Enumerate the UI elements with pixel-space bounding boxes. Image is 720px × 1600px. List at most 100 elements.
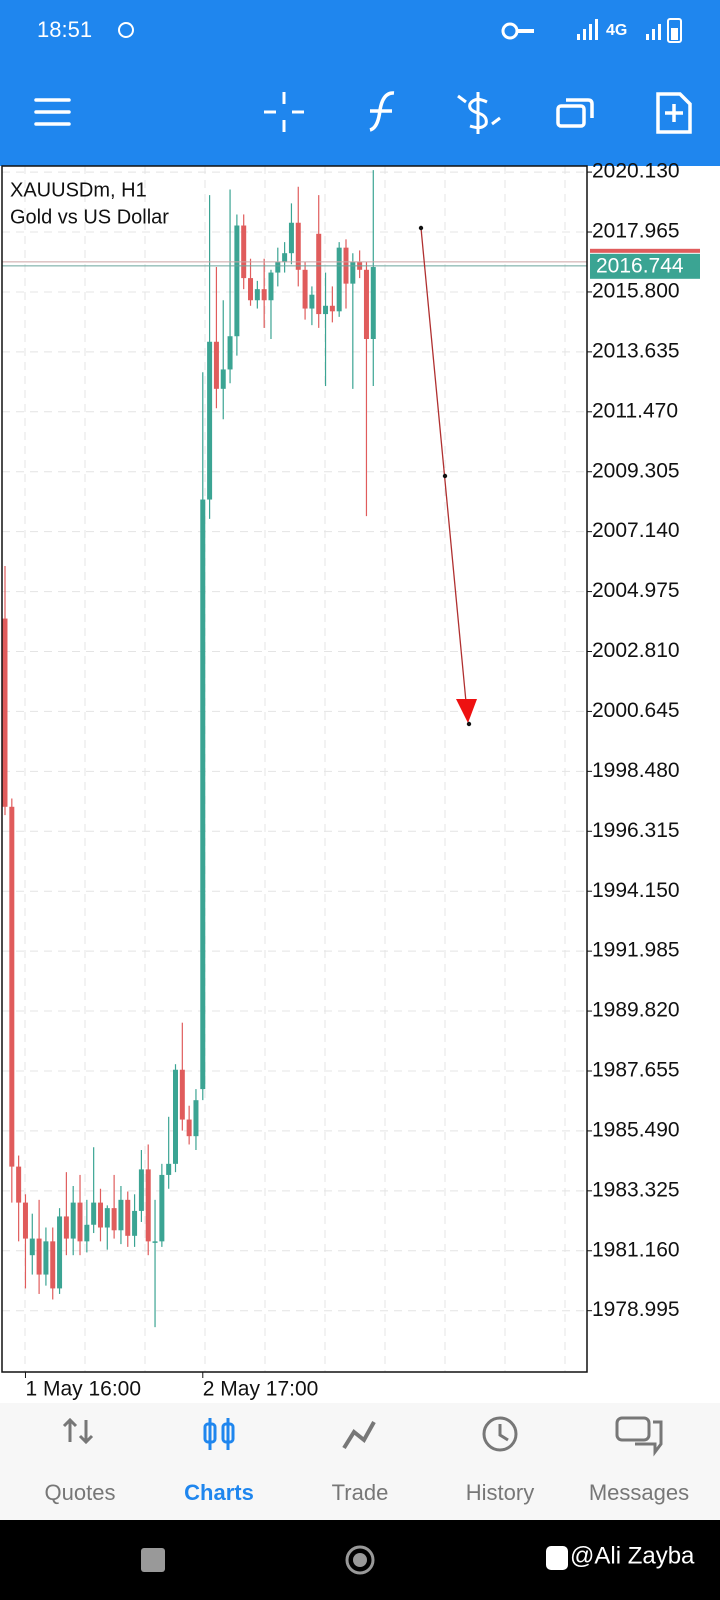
y-tick-label: 2009.305: [592, 459, 680, 482]
nav-item[interactable]: Charts: [184, 1418, 254, 1505]
candle-body: [16, 1166, 22, 1203]
candle-body: [36, 1238, 42, 1275]
nav-item[interactable]: Messages: [589, 1416, 689, 1505]
y-tick-label: 1994.150: [592, 879, 680, 902]
nav-icon: [635, 1420, 663, 1457]
y-tick-label: 1983.325: [592, 1178, 680, 1201]
candle-body: [29, 1238, 35, 1256]
y-tick-label: 2013.635: [592, 339, 680, 362]
y-tick-label: 2000.645: [592, 699, 680, 722]
x-tick-label: 2 May 17:00: [203, 1378, 319, 1401]
candle-body: [309, 294, 315, 309]
candle-body: [186, 1119, 192, 1137]
candle-body: [370, 267, 376, 339]
bottom-nav: [0, 1403, 720, 1520]
chart-subtitle: Gold vs US Dollar: [10, 206, 169, 228]
candle-body: [159, 1174, 165, 1242]
candle-body: [248, 278, 254, 301]
candle-body: [200, 499, 206, 1090]
crosshair-button[interactable]: [264, 92, 304, 132]
y-tick-label: 2015.800: [592, 279, 680, 302]
nav-icon: [498, 1424, 509, 1442]
candle-body: [323, 305, 329, 315]
candle-body: [350, 261, 356, 284]
recent-apps-button[interactable]: [141, 1548, 165, 1572]
y-tick-label: 1981.160: [592, 1238, 680, 1261]
y-tick-label: 1998.480: [592, 759, 680, 782]
candle-body: [22, 1202, 28, 1239]
watermark: @Ali Zayba: [570, 1542, 695, 1569]
nav-item[interactable]: Trade: [332, 1421, 389, 1505]
nav-icon: [62, 1417, 94, 1445]
nav-item[interactable]: Quotes: [45, 1417, 116, 1505]
price-label-box: [590, 253, 700, 279]
candle-body: [152, 1241, 158, 1243]
nav-items: Quotes Charts Trade History Messages: [45, 1416, 689, 1505]
candle-body: [193, 1100, 199, 1137]
candle-body: [118, 1199, 124, 1231]
y-tick-label: 1985.490: [592, 1118, 680, 1141]
candle-body: [302, 269, 308, 309]
candle-body: [288, 222, 294, 254]
indicators-button[interactable]: [369, 91, 395, 132]
candle-body: [43, 1241, 49, 1275]
status-icons: [501, 18, 682, 43]
nav-icon: [342, 1421, 376, 1450]
candle-body: [234, 225, 240, 337]
price-label: 2016.744: [596, 254, 684, 277]
candle-body: [316, 233, 322, 315]
ask-marker: [590, 248, 700, 253]
candle-body: [241, 225, 247, 279]
candle-body: [138, 1169, 144, 1211]
chart-title: XAUUSDm, H1: [10, 179, 147, 201]
y-tick-label: 2002.810: [592, 639, 680, 662]
candle-body: [57, 1216, 63, 1289]
nav-label: Trade: [332, 1480, 389, 1505]
nav-label: Charts: [184, 1480, 254, 1505]
status-network: 4G: [606, 22, 627, 39]
candle-body: [132, 1210, 138, 1236]
candle-body: [207, 341, 213, 500]
nav-label: History: [466, 1480, 534, 1505]
candle-body: [282, 253, 288, 262]
candle-body: [363, 269, 369, 339]
candle-body: [125, 1199, 131, 1236]
plot: [2, 170, 587, 1328]
candle-body: [261, 289, 267, 301]
candle-body: [173, 1069, 178, 1164]
y-tick-label: 2011.470: [592, 399, 678, 422]
candle-body: [220, 369, 226, 389]
candle-body: [9, 806, 15, 1167]
y-tick-label: 2020.130: [592, 160, 680, 183]
candle-body: [104, 1208, 110, 1228]
trend-arrow[interactable]: [418, 225, 477, 727]
new-order-button[interactable]: [656, 92, 692, 134]
y-tick-label: 1987.655: [592, 1059, 680, 1082]
facebook-icon: [546, 1546, 568, 1570]
home-button-dot: [353, 1553, 367, 1567]
candle-body: [70, 1202, 76, 1239]
chart-frame: [1, 165, 588, 1373]
chart-area[interactable]: [2, 166, 587, 1372]
y-tick-label: 2017.965: [592, 220, 680, 243]
status-icon: [118, 22, 134, 38]
candle-body: [227, 336, 233, 370]
nav-label: Quotes: [45, 1480, 116, 1505]
candle-body: [166, 1163, 172, 1175]
y-tick-label: 2007.140: [592, 519, 680, 542]
candle-body: [213, 341, 219, 389]
nav-item[interactable]: History: [466, 1416, 534, 1505]
menu-button[interactable]: [34, 98, 71, 126]
candle-body: [63, 1216, 69, 1239]
y-tick-label: 2004.975: [592, 579, 680, 602]
home-button[interactable]: [345, 1545, 375, 1575]
candle-body: [111, 1208, 117, 1231]
trade-button[interactable]: [457, 92, 501, 134]
nav-icon: [221, 1422, 235, 1444]
candle-body: [91, 1202, 97, 1225]
y-tick-label: 1996.315: [592, 819, 680, 842]
windows-button[interactable]: [556, 98, 594, 128]
candle-body: [97, 1202, 103, 1228]
